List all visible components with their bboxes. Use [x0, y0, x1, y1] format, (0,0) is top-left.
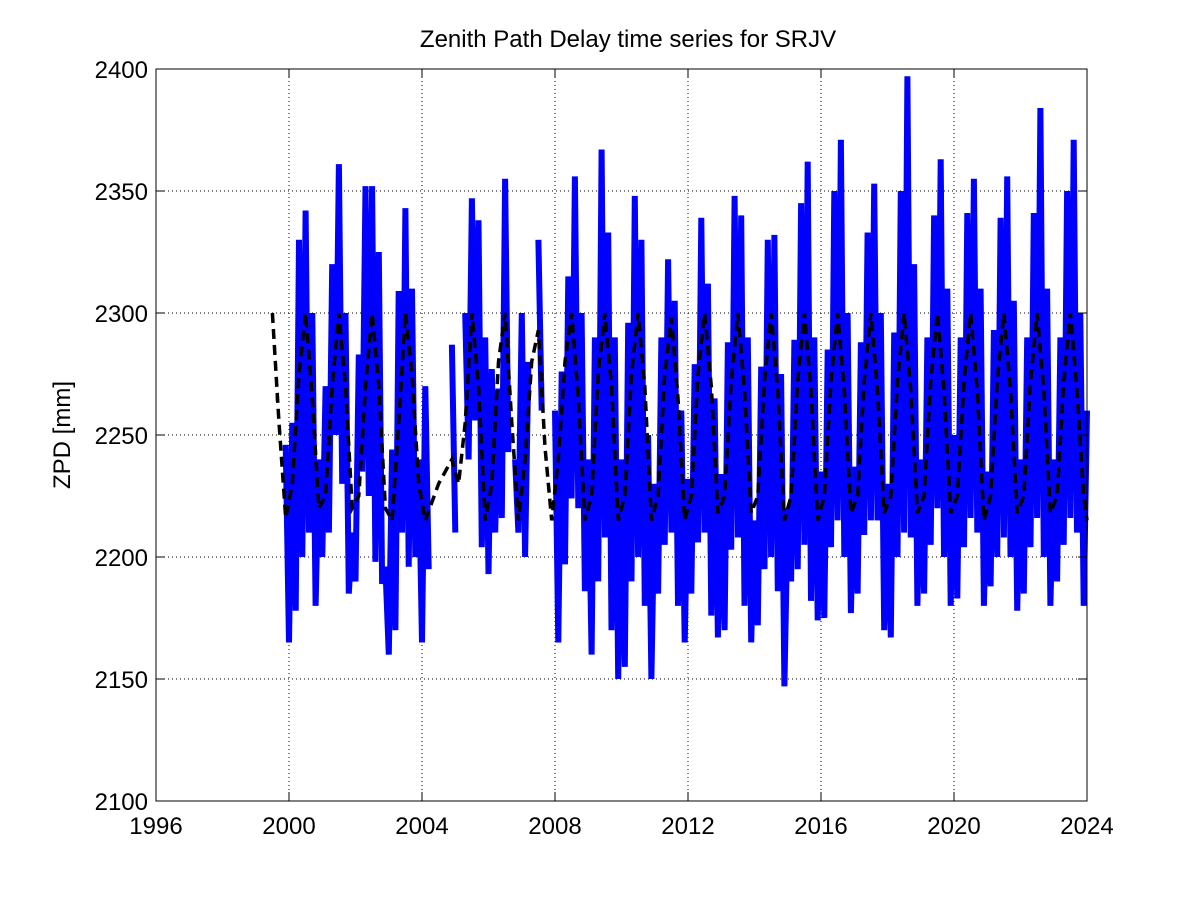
y-tick-label: 2200	[95, 545, 148, 572]
x-tick-label: 2004	[395, 813, 448, 840]
chart-title: Zenith Path Delay time series for SRJV	[420, 26, 836, 53]
observation-series-segment	[448, 344, 459, 533]
observation-series-segment	[462, 178, 512, 575]
x-tick-label: 2012	[661, 813, 714, 840]
model-series-line	[270, 312, 1089, 528]
plot-area	[270, 76, 1090, 687]
x-tick-label: 2008	[528, 813, 581, 840]
x-tick-label: 2020	[927, 813, 980, 840]
y-tick-label: 2150	[95, 667, 148, 694]
x-tick-label: 1996	[129, 813, 182, 840]
x-tick-label: 2000	[262, 813, 315, 840]
y-tick-label: 2250	[95, 423, 148, 450]
y-tick-label: 2300	[95, 301, 148, 328]
observation-series-segment	[282, 164, 432, 655]
tick-labels: 1996 2000 2004 2008 2012 2016 2020 2024 2100 2150…	[95, 57, 1114, 840]
y-tick-label: 2350	[95, 179, 148, 206]
x-tick-label: 2016	[794, 813, 847, 840]
observation-series-segment	[552, 76, 1090, 687]
y-tick-label: 2100	[95, 789, 148, 816]
observation-series-segment	[535, 239, 545, 411]
axes	[155, 68, 1088, 802]
observation-series-segment	[512, 312, 532, 558]
y-tick-label: 2400	[95, 57, 148, 84]
x-tick-label: 2024	[1060, 813, 1113, 840]
y-axis-label: ZPD [mm]	[49, 381, 76, 489]
